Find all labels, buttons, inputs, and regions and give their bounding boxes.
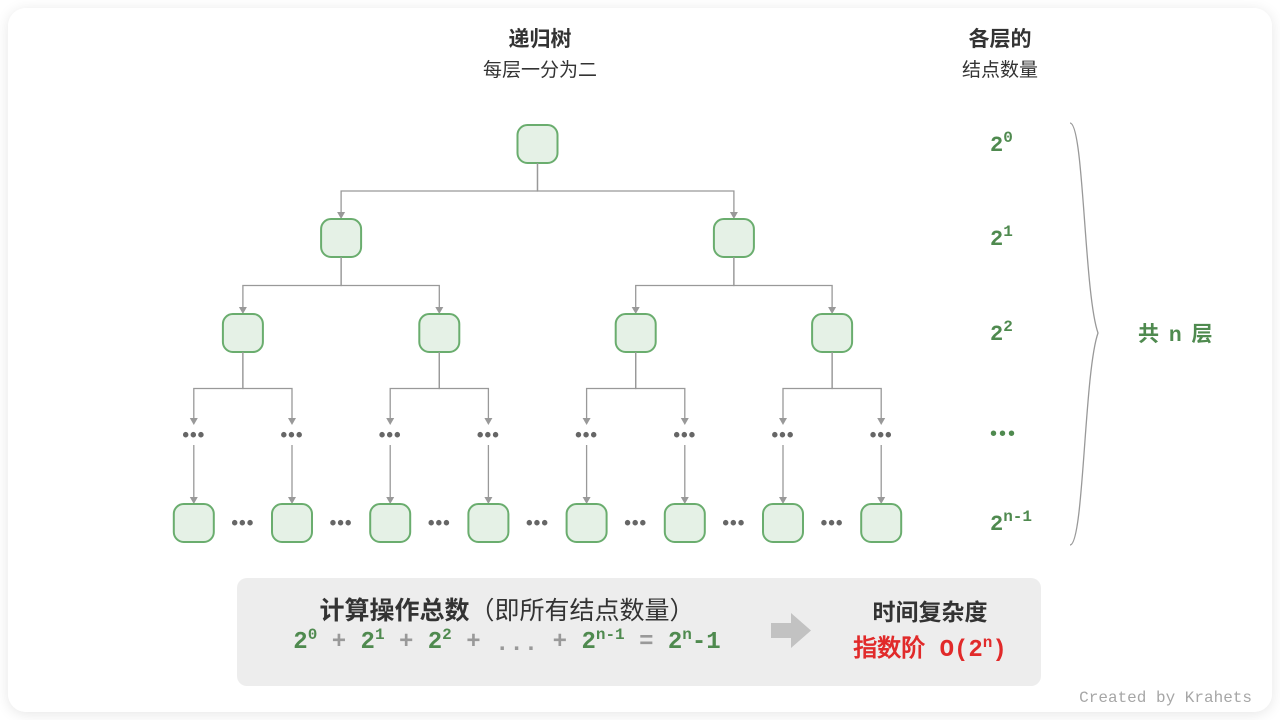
- svg-text:共 n 层: 共 n 层: [1138, 323, 1215, 346]
- svg-text:•••: •••: [526, 513, 549, 534]
- svg-text:•••: •••: [182, 425, 205, 446]
- svg-text:•••: •••: [772, 425, 795, 446]
- svg-text:22: 22: [990, 318, 1013, 347]
- svg-text:21: 21: [990, 223, 1013, 252]
- svg-text:•••: •••: [821, 513, 844, 534]
- svg-text:20: 20: [990, 129, 1013, 158]
- svg-text:•••: •••: [990, 423, 1017, 445]
- svg-text:•••: •••: [575, 425, 598, 446]
- svg-text:•••: •••: [231, 513, 254, 534]
- svg-text:•••: •••: [722, 513, 745, 534]
- svg-text:•••: •••: [379, 425, 402, 446]
- svg-text:•••: •••: [281, 425, 304, 446]
- svg-text:•••: •••: [330, 513, 353, 534]
- svg-text:•••: •••: [870, 425, 893, 446]
- svg-text:•••: •••: [673, 425, 696, 446]
- svg-text:2n-1: 2n-1: [990, 508, 1032, 537]
- svg-text:•••: •••: [477, 425, 500, 446]
- svg-text:•••: •••: [428, 513, 451, 534]
- svg-text:•••: •••: [624, 513, 647, 534]
